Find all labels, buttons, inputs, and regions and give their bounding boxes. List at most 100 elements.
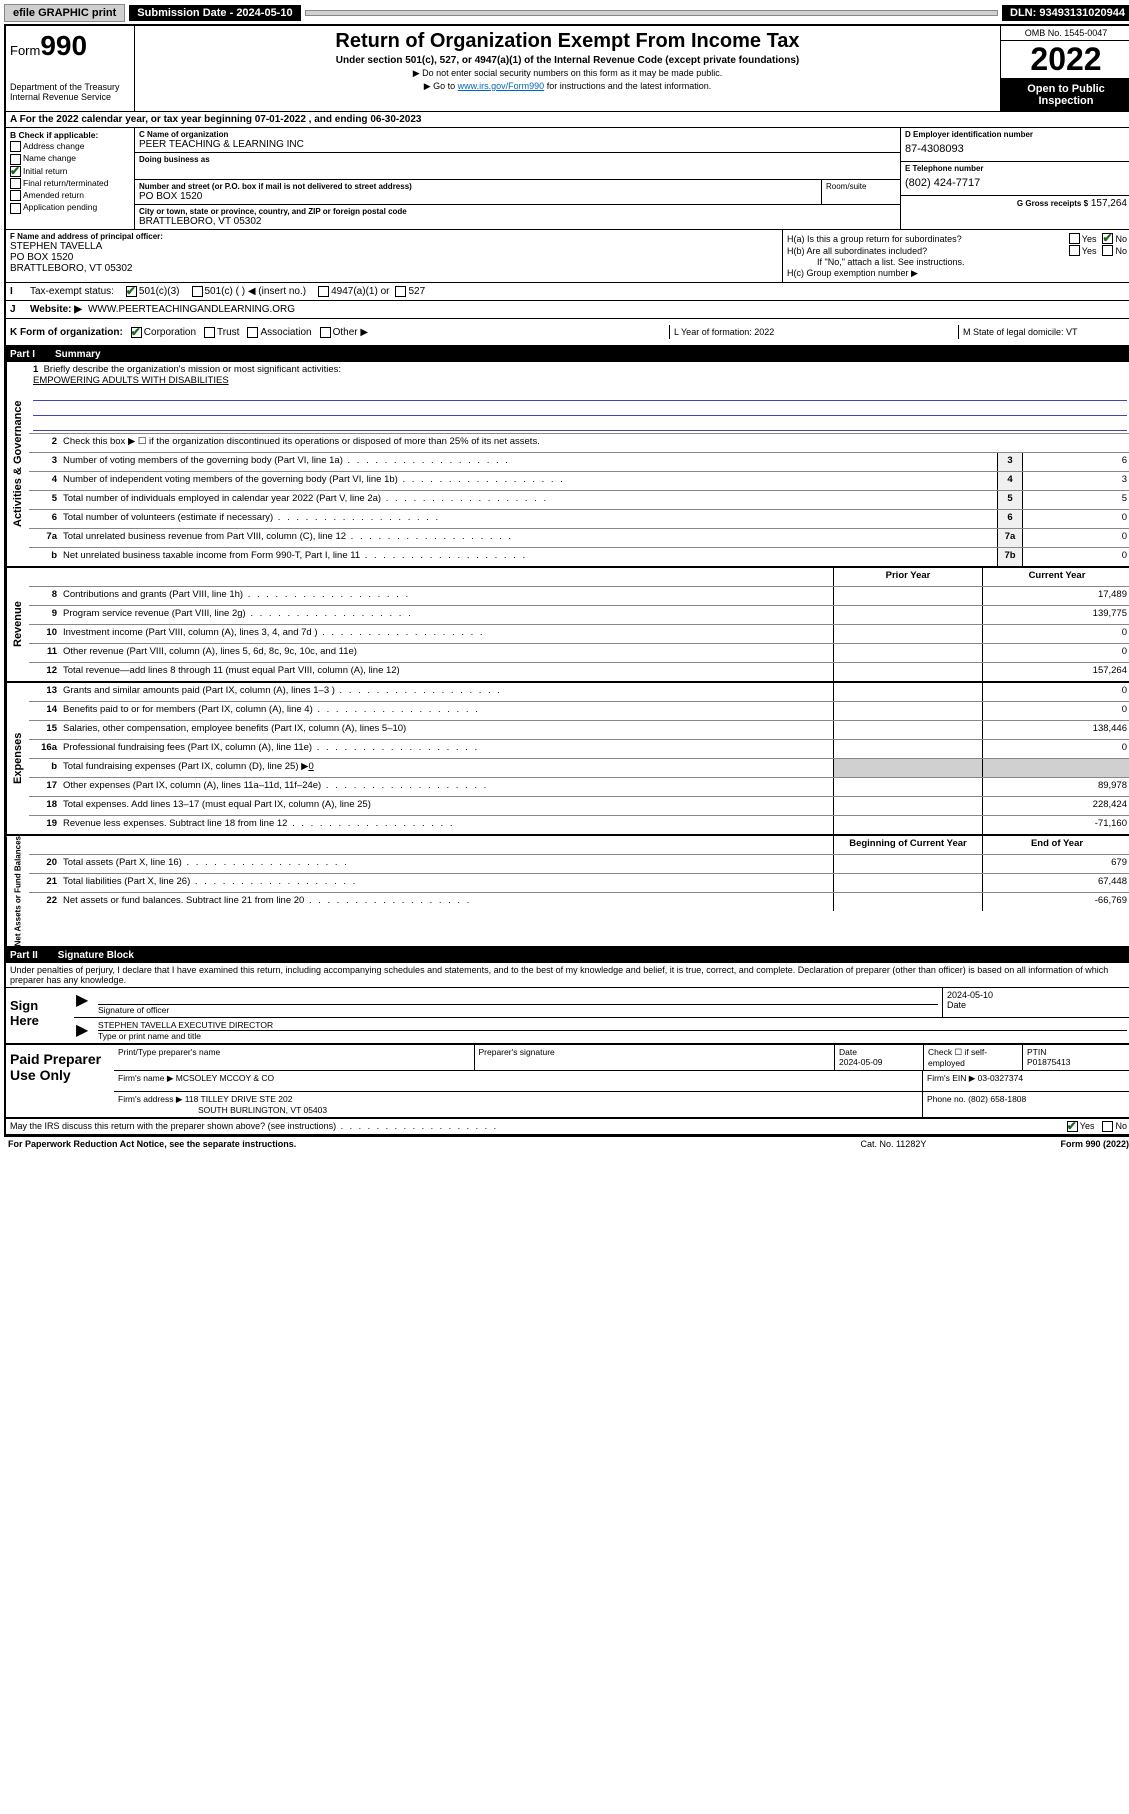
hb-yes-chk[interactable] [1069,245,1080,256]
chk-501c3[interactable] [126,286,137,297]
ln21-num: 21 [29,874,59,892]
discuss-no: No [1115,1121,1127,1132]
lbl-app-pending: Application pending [23,202,97,212]
street-value: PO BOX 1520 [139,191,817,202]
form-id: Form990 [10,30,130,62]
form-word: Form [10,43,40,58]
ln9-num: 9 [29,606,59,624]
line-4: 4 Number of independent voting members o… [29,471,1129,490]
lbl-address-change: Address change [23,141,84,151]
ln20-text: Total assets (Part X, line 16) [59,855,833,873]
hdr-blank2 [59,568,833,586]
form-subtitle1: Under section 501(c), 527, or 4947(a)(1)… [139,55,996,66]
ha-yes-chk[interactable] [1069,233,1080,244]
org-name-label: C Name of organization [139,130,896,139]
discuss-row: May the IRS discuss this return with the… [6,1119,1129,1135]
line-2: 2 Check this box ▶ ☐ if the organization… [29,433,1129,452]
ln21-end: 67,448 [982,874,1129,892]
firm-name-cell: Firm's name ▶ MCSOLEY MCCOY & CO [114,1071,922,1091]
i-label: I [10,286,22,297]
ln13-curr: 0 [982,683,1129,701]
sig-name-lbl: Type or print name and title [98,1030,1127,1041]
ln16b-val: 0 [308,761,313,772]
chk-initial-return[interactable] [10,166,21,177]
lbl-assoc: Association [260,327,311,338]
ln20-begin [833,855,982,873]
chk-501c-other[interactable] [192,286,203,297]
ln15-prior [833,721,982,739]
firm-name-lbl: Firm's name ▶ [118,1073,173,1083]
expenses-section: Expenses 13 Grants and similar amounts p… [6,683,1129,836]
ln10-curr: 0 [982,625,1129,643]
ln6-val: 0 [1022,510,1129,528]
form-subtitle2: ▶ Do not enter social security numbers o… [139,68,996,79]
ln16a-text: Professional fundraising fees (Part IX, … [59,740,833,758]
firm-addr1: 118 TILLEY DRIVE STE 202 [185,1094,293,1104]
omb-number: OMB No. 1545-0047 [1001,26,1129,41]
ln8-num: 8 [29,587,59,605]
footer-paperwork: For Paperwork Reduction Act Notice, see … [4,1137,1129,1151]
discuss-no-chk[interactable] [1102,1121,1113,1132]
header-left: Form990 Department of the Treasury Inter… [6,26,135,111]
irs-link[interactable]: www.irs.gov/Form990 [458,81,545,91]
begin-year-hdr: Beginning of Current Year [833,836,982,854]
chk-final-return[interactable] [10,178,21,189]
h-a-line: H(a) Is this a group return for subordin… [787,233,1127,244]
col-header-row: Prior Year Current Year [29,568,1129,586]
sig-officer-label: Signature of officer [98,1005,938,1015]
chk-527[interactable] [395,286,406,297]
chk-assoc[interactable] [247,327,258,338]
ln22-text: Net assets or fund balances. Subtract li… [59,893,833,911]
lbl-4947: 4947(a)(1) or [331,286,389,297]
efile-button[interactable]: efile GRAPHIC print [4,4,125,22]
top-toolbar: efile GRAPHIC print Submission Date - 20… [4,4,1129,22]
discuss-yes: Yes [1080,1121,1095,1132]
chk-corp[interactable] [131,327,142,338]
i-text: Tax-exempt status: [30,286,114,297]
line-7a: 7a Total unrelated business revenue from… [29,528,1129,547]
ln7b-text: Net unrelated business taxable income fr… [59,548,997,566]
prep-row-3: Firm's address ▶ 118 TILLEY DRIVE STE 20… [114,1092,1129,1117]
ln9-prior [833,606,982,624]
chk-trust[interactable] [204,327,215,338]
header-right: OMB No. 1545-0047 2022 Open to Public In… [1000,26,1129,111]
lbl-527: 527 [408,286,425,297]
lbl-501c-other: 501(c) ( ) ◀ (insert no.) [205,286,307,297]
line-19: 19 Revenue less expenses. Subtract line … [29,815,1129,834]
lbl-trust: Trust [217,327,239,338]
ln4-box: 4 [997,472,1022,490]
row-cd: C Name of organization PEER TEACHING & L… [135,128,1129,229]
city-value: BRATTLEBORO, VT 05302 [139,216,896,227]
firm-ein-cell: Firm's EIN ▶ 03-0327374 [922,1071,1129,1091]
chk-4947[interactable] [318,286,329,297]
chk-other[interactable] [320,327,331,338]
org-name-box: C Name of organization PEER TEACHING & L… [135,128,900,153]
ln18-num: 18 [29,797,59,815]
row-k: K Form of organization: Corporation Trus… [10,327,669,338]
ha-yes: Yes [1082,234,1097,244]
ln20-end: 679 [982,855,1129,873]
chk-app-pending[interactable] [10,203,21,214]
hb-label: H(b) Are all subordinates included? [787,246,1069,256]
ha-no-chk[interactable] [1102,233,1113,244]
line-3: 3 Number of voting members of the govern… [29,452,1129,471]
ln8-curr: 17,489 [982,587,1129,605]
j-label: J [10,304,22,315]
part1-num: Part I [10,349,55,360]
j-text: Website: ▶ [30,304,82,315]
gross-label: G Gross receipts $ [1017,199,1088,208]
netassets-body: Beginning of Current Year End of Year 20… [29,836,1129,946]
hb-no-chk[interactable] [1102,245,1113,256]
net-hdr-row: Beginning of Current Year End of Year [29,836,1129,854]
chk-address-change[interactable] [10,141,21,152]
form-990-label: Form 990 (2022) [1060,1139,1129,1149]
nethdr-blank2 [59,836,833,854]
prep-row-1: Print/Type preparer's name Preparer's si… [114,1045,1129,1071]
ln14-prior [833,702,982,720]
ln16a-num: 16a [29,740,59,758]
line-7b: b Net unrelated business taxable income … [29,547,1129,566]
discuss-yes-chk[interactable] [1067,1121,1078,1132]
officer-addr2: BRATTLEBORO, VT 05302 [10,263,778,274]
chk-amended[interactable] [10,190,21,201]
line-16b: b Total fundraising expenses (Part IX, c… [29,758,1129,777]
